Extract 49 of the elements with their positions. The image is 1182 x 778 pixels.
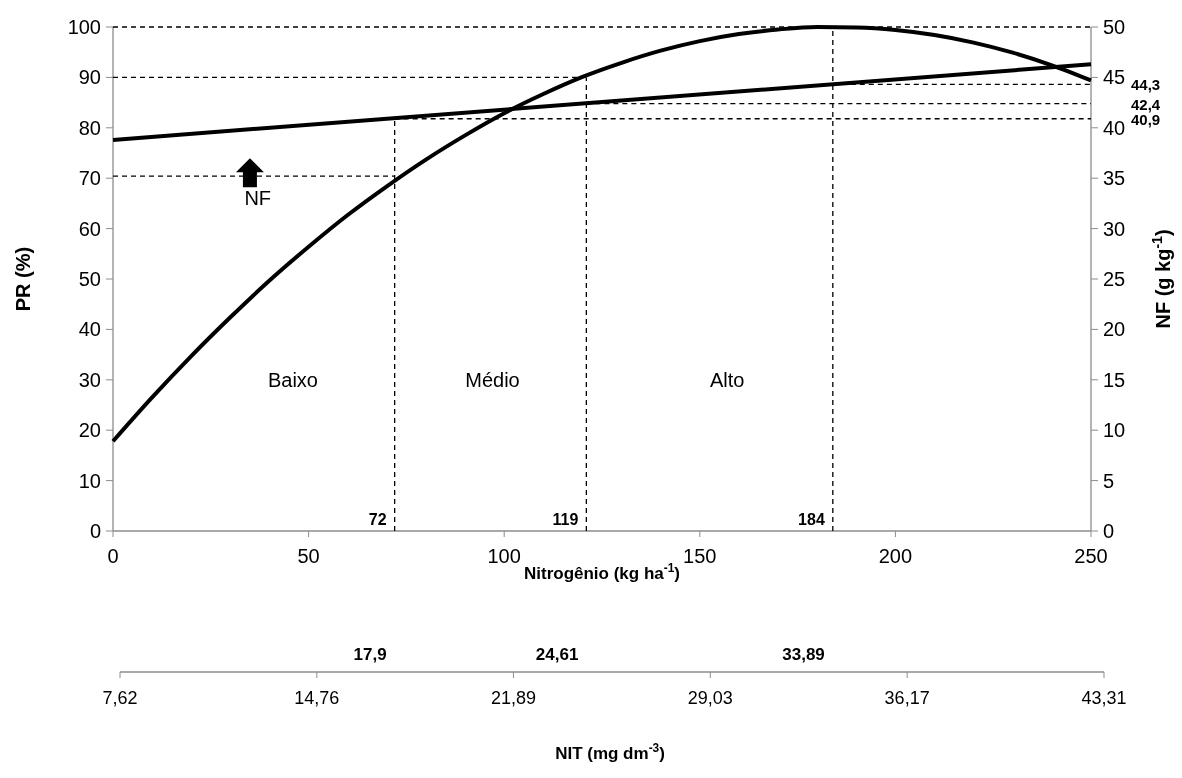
annotation: 119 (552, 511, 579, 528)
y-tick-label: 10 (78, 469, 101, 492)
x2-tick-label: 43,31 (1081, 688, 1127, 708)
x-axis-title: Nitrogênio (kg ha$^{-1}$) (523, 561, 681, 583)
y-tick-label: 80 (78, 116, 101, 139)
y2-tick-label: 5 (1103, 469, 1115, 492)
x-tick-label: 0 (107, 545, 119, 567)
y2-tick-label: 40 (1103, 116, 1126, 139)
annotation: 44,3 (1131, 76, 1161, 94)
x-tick-label: 100 (487, 545, 521, 567)
y2-tick-label: 10 (1103, 419, 1126, 442)
x2-tick-label: 21,89 (490, 688, 536, 708)
y2-tick-label: 45 (1103, 66, 1126, 89)
y-tick-label: 20 (78, 419, 101, 442)
y-tick-label: 90 (78, 66, 101, 89)
y2-tick-label: 20 (1103, 318, 1126, 341)
y-tick-label: 40 (78, 318, 101, 341)
x-tick-label: 250 (1074, 545, 1108, 567)
y-tick-label: 100 (67, 16, 101, 38)
text: 24,61 (535, 645, 579, 664)
x2-tick-label: 14,76 (294, 688, 340, 708)
annotation: Médio (465, 368, 520, 391)
annotation: 42,4 (1131, 95, 1161, 113)
annotation: Baixo (267, 368, 318, 391)
y2-tick-label: 25 (1103, 268, 1126, 290)
y-tick-label: 30 (78, 368, 101, 391)
y2-tick-label: 35 (1103, 167, 1126, 190)
x-tick-label: 150 (683, 545, 717, 567)
x-tick-label: 50 (297, 545, 320, 567)
text: 33,89 (782, 645, 825, 664)
y2-tick-label: 15 (1103, 368, 1126, 391)
y-tick-label: 60 (78, 217, 101, 240)
x-tick-label: 200 (878, 545, 913, 567)
annotation: 72 (368, 511, 387, 528)
x2-tick-label: 7,62 (102, 688, 138, 708)
y2-tick-label: 0 (1103, 520, 1115, 542)
x2-axis-title: NIT (mg dm$^{-3}$) (555, 741, 665, 763)
annotation: Alto (709, 368, 745, 391)
annotation: 184 (798, 511, 825, 528)
y-tick-label: 0 (89, 520, 101, 542)
y-tick-label: 50 (78, 268, 101, 290)
annotation: NF (244, 187, 272, 210)
y2-tick-label: 50 (1103, 16, 1126, 38)
x2-tick-label: 36,17 (884, 688, 930, 708)
x2-tick-label: 29,03 (687, 688, 733, 708)
text: 17,9 (353, 645, 387, 664)
y-tick-label: 70 (78, 167, 101, 190)
y2-tick-label: 30 (1103, 217, 1126, 240)
y-axis-title: PR (%) (12, 246, 34, 312)
